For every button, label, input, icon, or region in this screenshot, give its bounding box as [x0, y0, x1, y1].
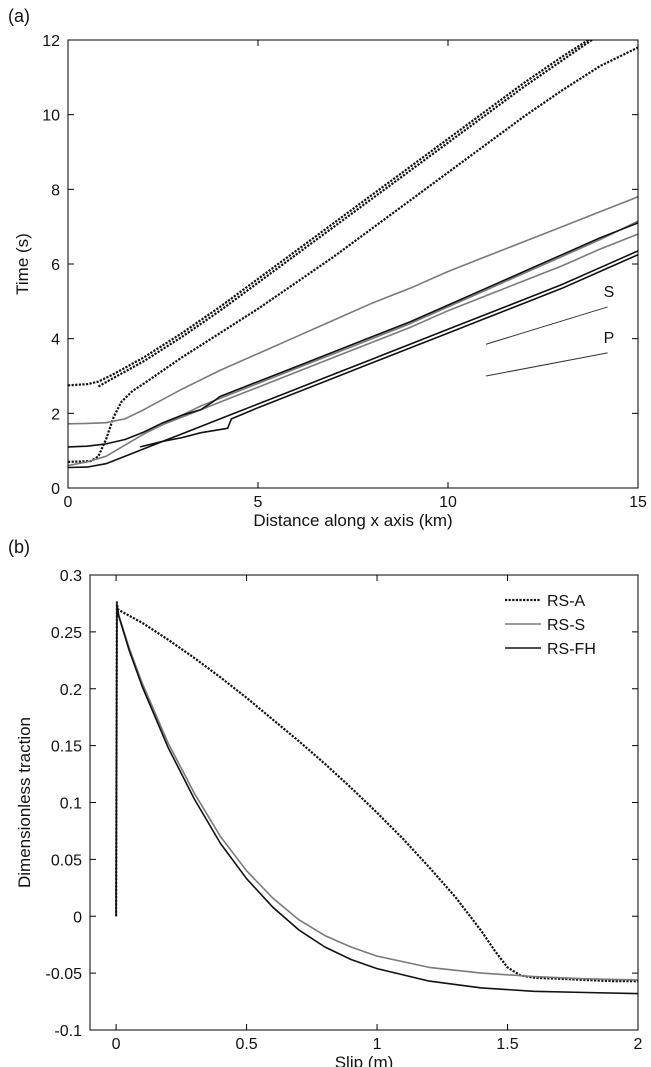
y-tick-label: 0.15	[51, 739, 82, 756]
series-group	[115, 601, 638, 995]
x-tick-label: 0	[112, 1036, 121, 1053]
series-line-1	[68, 40, 591, 387]
annotation-label-s: S	[604, 284, 615, 301]
series-group	[68, 40, 638, 469]
x-tick-label: 1	[373, 1036, 382, 1053]
series-line-3	[68, 46, 638, 463]
y-tick-label: -0.05	[46, 966, 83, 983]
y-tick-label: 0.1	[60, 796, 82, 813]
y-tick-label: 8	[51, 182, 60, 199]
y-tick-label: 0.3	[60, 568, 82, 585]
x-tick-label: 5	[254, 494, 263, 511]
series-line-rs-a	[115, 601, 638, 983]
y-tick-label: 0	[51, 481, 60, 498]
series-line-5	[162, 233, 638, 426]
legend-label-rs-a: RS-A	[547, 593, 586, 610]
y-tick-label: 4	[51, 332, 60, 349]
y-tick-label: 0	[73, 909, 82, 926]
legend-label-rs-fh: RS-FH	[547, 641, 596, 658]
y-tick-label: 6	[51, 257, 60, 274]
panel-a: (a) S P 0 5 10 15 0 2 4 6 8 10 12 Distance along x axi…	[8, 6, 647, 530]
series-line-4	[68, 196, 638, 425]
x-tick-label: 2	[634, 1036, 643, 1053]
x-tick-label: 0	[64, 494, 73, 511]
plot-frame	[67, 39, 639, 489]
panel-b: (b) 0 0.5 1 1.5 2 -0.1 -0.05 0 0.05 0.1 0.15 0.2 0.25…	[8, 537, 643, 1067]
x-tick-label: 15	[629, 494, 647, 511]
y-tick-label: -0.1	[54, 1023, 82, 1040]
x-tick-label: 10	[439, 494, 457, 511]
series-line-7	[68, 222, 638, 448]
y-tick-label: 12	[42, 33, 60, 50]
x-tick-label: 1.5	[496, 1036, 518, 1053]
annotation-label-p: P	[604, 330, 615, 347]
x-tick-label: 0.5	[235, 1036, 257, 1053]
x-axis-label: Slip (m)	[335, 1053, 394, 1067]
y-tick-label: 0.2	[60, 682, 82, 699]
y-tick-label: 0.25	[51, 625, 82, 642]
legend: RS-A RS-S RS-FH	[505, 593, 596, 658]
legend-label-rs-s: RS-S	[547, 617, 585, 634]
series-line-6	[68, 220, 638, 467]
series-line-8	[68, 250, 638, 469]
panel-label: (a)	[8, 6, 30, 26]
panel-label: (b)	[8, 537, 30, 557]
series-line-rs-fh	[115, 603, 638, 995]
annotation-line-p	[485, 352, 608, 377]
y-axis-label: Time (s)	[13, 233, 32, 295]
series-line-rs-s	[115, 603, 638, 981]
series-line-9	[140, 253, 638, 448]
y-tick-label: 10	[42, 108, 60, 125]
y-axis-label: Dimensionless traction	[15, 717, 34, 888]
y-tick-label: 0.05	[51, 852, 82, 869]
y-tick-label: 2	[51, 406, 60, 423]
x-axis-label: Distance along x axis (km)	[253, 511, 452, 530]
annotation-line-s	[485, 306, 608, 345]
series-line-2	[97, 40, 594, 388]
